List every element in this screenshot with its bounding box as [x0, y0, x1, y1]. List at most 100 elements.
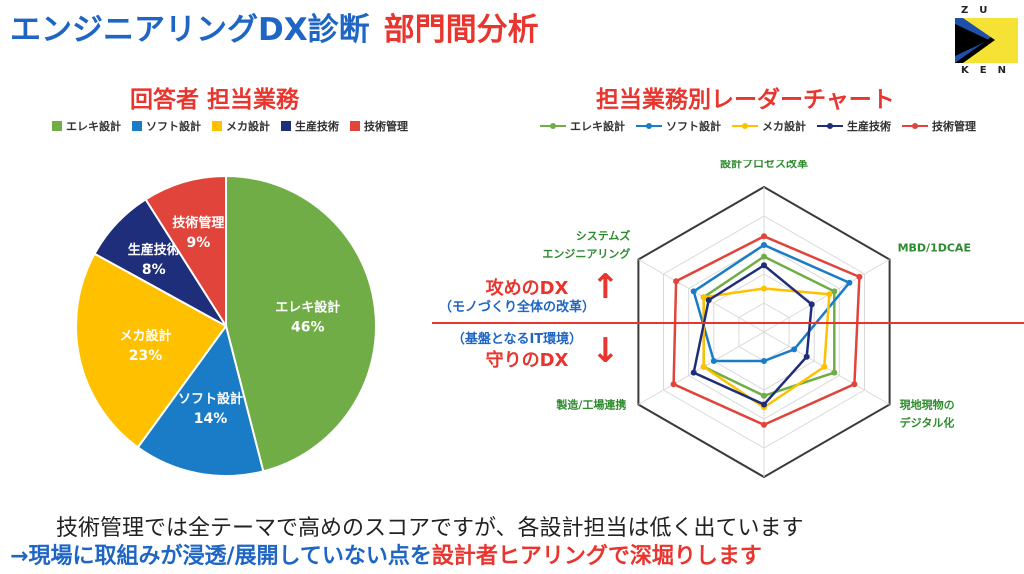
legend-line — [817, 121, 843, 131]
radar-point — [710, 358, 717, 364]
pie-slice — [75, 252, 228, 449]
divider-line — [432, 322, 1024, 324]
radar-axis-label: システムズエンジニアリング — [542, 229, 630, 261]
radar-point — [761, 242, 767, 248]
radar-legend-item: エレキ設計 — [540, 118, 625, 134]
radar-point — [673, 278, 680, 285]
radar-legend-item: 生産技術 — [817, 118, 891, 134]
radar-point — [846, 279, 853, 286]
radar-legend-item: 技術管理 — [902, 118, 976, 134]
legend-swatch — [212, 121, 222, 131]
radar-point — [690, 369, 697, 376]
radar-axis-label-line: MBD/1DCAE — [898, 242, 971, 255]
radar-point — [831, 369, 838, 376]
arrow-right-icon: → — [10, 544, 29, 569]
radar-point — [700, 363, 707, 370]
legend-label: エレキ設計 — [66, 120, 121, 133]
pie-slice — [136, 323, 265, 477]
radar-point — [856, 273, 863, 280]
radar-legend-item: ソフト設計 — [636, 118, 721, 134]
zuken-logo: ZU KEN — [955, 5, 1018, 77]
slice-category-label: ソフト設計 — [178, 391, 243, 407]
radar-point — [670, 381, 677, 388]
radar-point — [808, 301, 815, 308]
logo-mark — [955, 18, 1018, 63]
legend-swatch — [281, 121, 291, 131]
legend-line — [732, 121, 758, 131]
slice-value-label: 9% — [187, 235, 211, 251]
pie-legend: エレキ設計 ソフト設計 メカ設計 生産技術 技術管理 — [52, 118, 419, 134]
radar-point — [831, 288, 838, 295]
footer-action-blue: 現場に取組みが浸透/展開していない点を — [28, 544, 432, 569]
radar-legend: エレキ設計 ソフト設計 メカ設計 生産技術 技術管理 — [540, 118, 987, 134]
radar-point — [700, 294, 707, 301]
footer-action: →現場に取組みが浸透/展開していない点を設計者ヒアリングで深堀りします — [10, 538, 762, 570]
legend-line — [636, 121, 662, 131]
radar-point — [761, 233, 767, 240]
radar-axis-label-line: システムズ — [576, 229, 631, 243]
legend-label: エレキ設計 — [570, 120, 625, 133]
radar-point — [821, 363, 828, 370]
legend-label: ソフト設計 — [146, 120, 201, 133]
legend-line — [540, 121, 566, 131]
radar-point — [761, 401, 767, 408]
pie-legend-item: メカ設計 — [212, 118, 270, 134]
legend-swatch — [350, 121, 360, 131]
title-main: エンジニアリングDX診断 — [10, 12, 370, 48]
pie-legend-item: エレキ設計 — [52, 118, 121, 134]
radar-point — [761, 421, 767, 428]
slice-category-label: メカ設計 — [119, 328, 171, 344]
radar-legend-item: メカ設計 — [732, 118, 806, 134]
logo-top-letters: ZU — [961, 5, 999, 16]
legend-label: メカ設計 — [226, 120, 270, 133]
radar-axis-label: MBD/1DCAE — [898, 242, 971, 255]
footer-summary: 技術管理では全テーマで高めのスコアですが、各設計担当は低く出ています — [56, 516, 804, 541]
radar-point — [761, 262, 767, 269]
footer-action-red: 設計者ヒアリングで深堀りします — [431, 544, 762, 569]
slice-category-label: 生産技術 — [128, 242, 180, 258]
radar-chart-title: 担当業務別レーダーチャート — [596, 87, 895, 113]
legend-swatch — [52, 121, 62, 131]
slice-value-label: 8% — [142, 262, 166, 278]
pie-slice — [225, 174, 377, 473]
pie-legend-item: ソフト設計 — [132, 118, 201, 134]
offense-dx-title: 攻めのDX — [485, 278, 569, 299]
legend-label: 生産技術 — [847, 120, 891, 133]
radar-axis-label: 製造/工場連携 — [555, 398, 626, 412]
radar-axis-label: 現地現物のデジタル化 — [900, 398, 955, 430]
radar-point — [690, 288, 697, 295]
radar-axis-label-line: エンジニアリング — [542, 247, 630, 261]
radar-point — [761, 285, 767, 292]
title-accent: 部門間分析 — [383, 12, 539, 48]
legend-label: 生産技術 — [295, 120, 339, 133]
defense-dx-title: 守りのDX — [485, 350, 569, 371]
radar-point — [851, 381, 858, 388]
slice-category-label: エレキ設計 — [275, 300, 340, 316]
radar-point — [803, 353, 810, 360]
pie-legend-item: 生産技術 — [281, 118, 339, 134]
slice-value-label: 23% — [129, 348, 163, 364]
defense-dx-subtitle: （基盤となるIT環境） — [451, 332, 583, 347]
legend-label: 技術管理 — [932, 120, 976, 133]
logo-bottom-letters: KEN — [961, 65, 1017, 76]
pie-chart-title: 回答者 担当業務 — [130, 87, 300, 113]
arrow-down-icon: ↓ — [591, 331, 620, 371]
arrow-up-icon: ↑ — [591, 267, 620, 307]
pie-chart: エレキ設計 46% ソフト設計 14% メカ設計 23% 生産技術 8% 技術管理 9% — [75, 174, 377, 477]
legend-line — [902, 121, 928, 131]
radar-axis-label: 設計プロセス改革 — [720, 160, 808, 170]
radar-axis-label-line: 設計プロセス改革 — [720, 160, 808, 170]
radar-chart: 設計プロセス改革MBD/1DCAE現地現物のデジタル化サプライチェーン製造/工場… — [542, 160, 971, 479]
offense-dx-subtitle: （モノづくり全体の改革） — [438, 300, 595, 315]
slice-category-label: 技術管理 — [172, 215, 224, 231]
radar-point — [761, 392, 767, 399]
radar-point — [705, 297, 712, 304]
radar-axis-label-line: デジタル化 — [900, 416, 955, 430]
radar-axis-label-line: 製造/工場連携 — [555, 398, 626, 412]
page-title: エンジニアリングDX診断 部門間分析 — [10, 4, 539, 49]
radar-point — [791, 346, 798, 353]
radar-point — [761, 253, 767, 260]
pie-slice — [144, 174, 227, 330]
legend-label: ソフト設計 — [666, 120, 721, 133]
legend-swatch — [132, 121, 142, 131]
